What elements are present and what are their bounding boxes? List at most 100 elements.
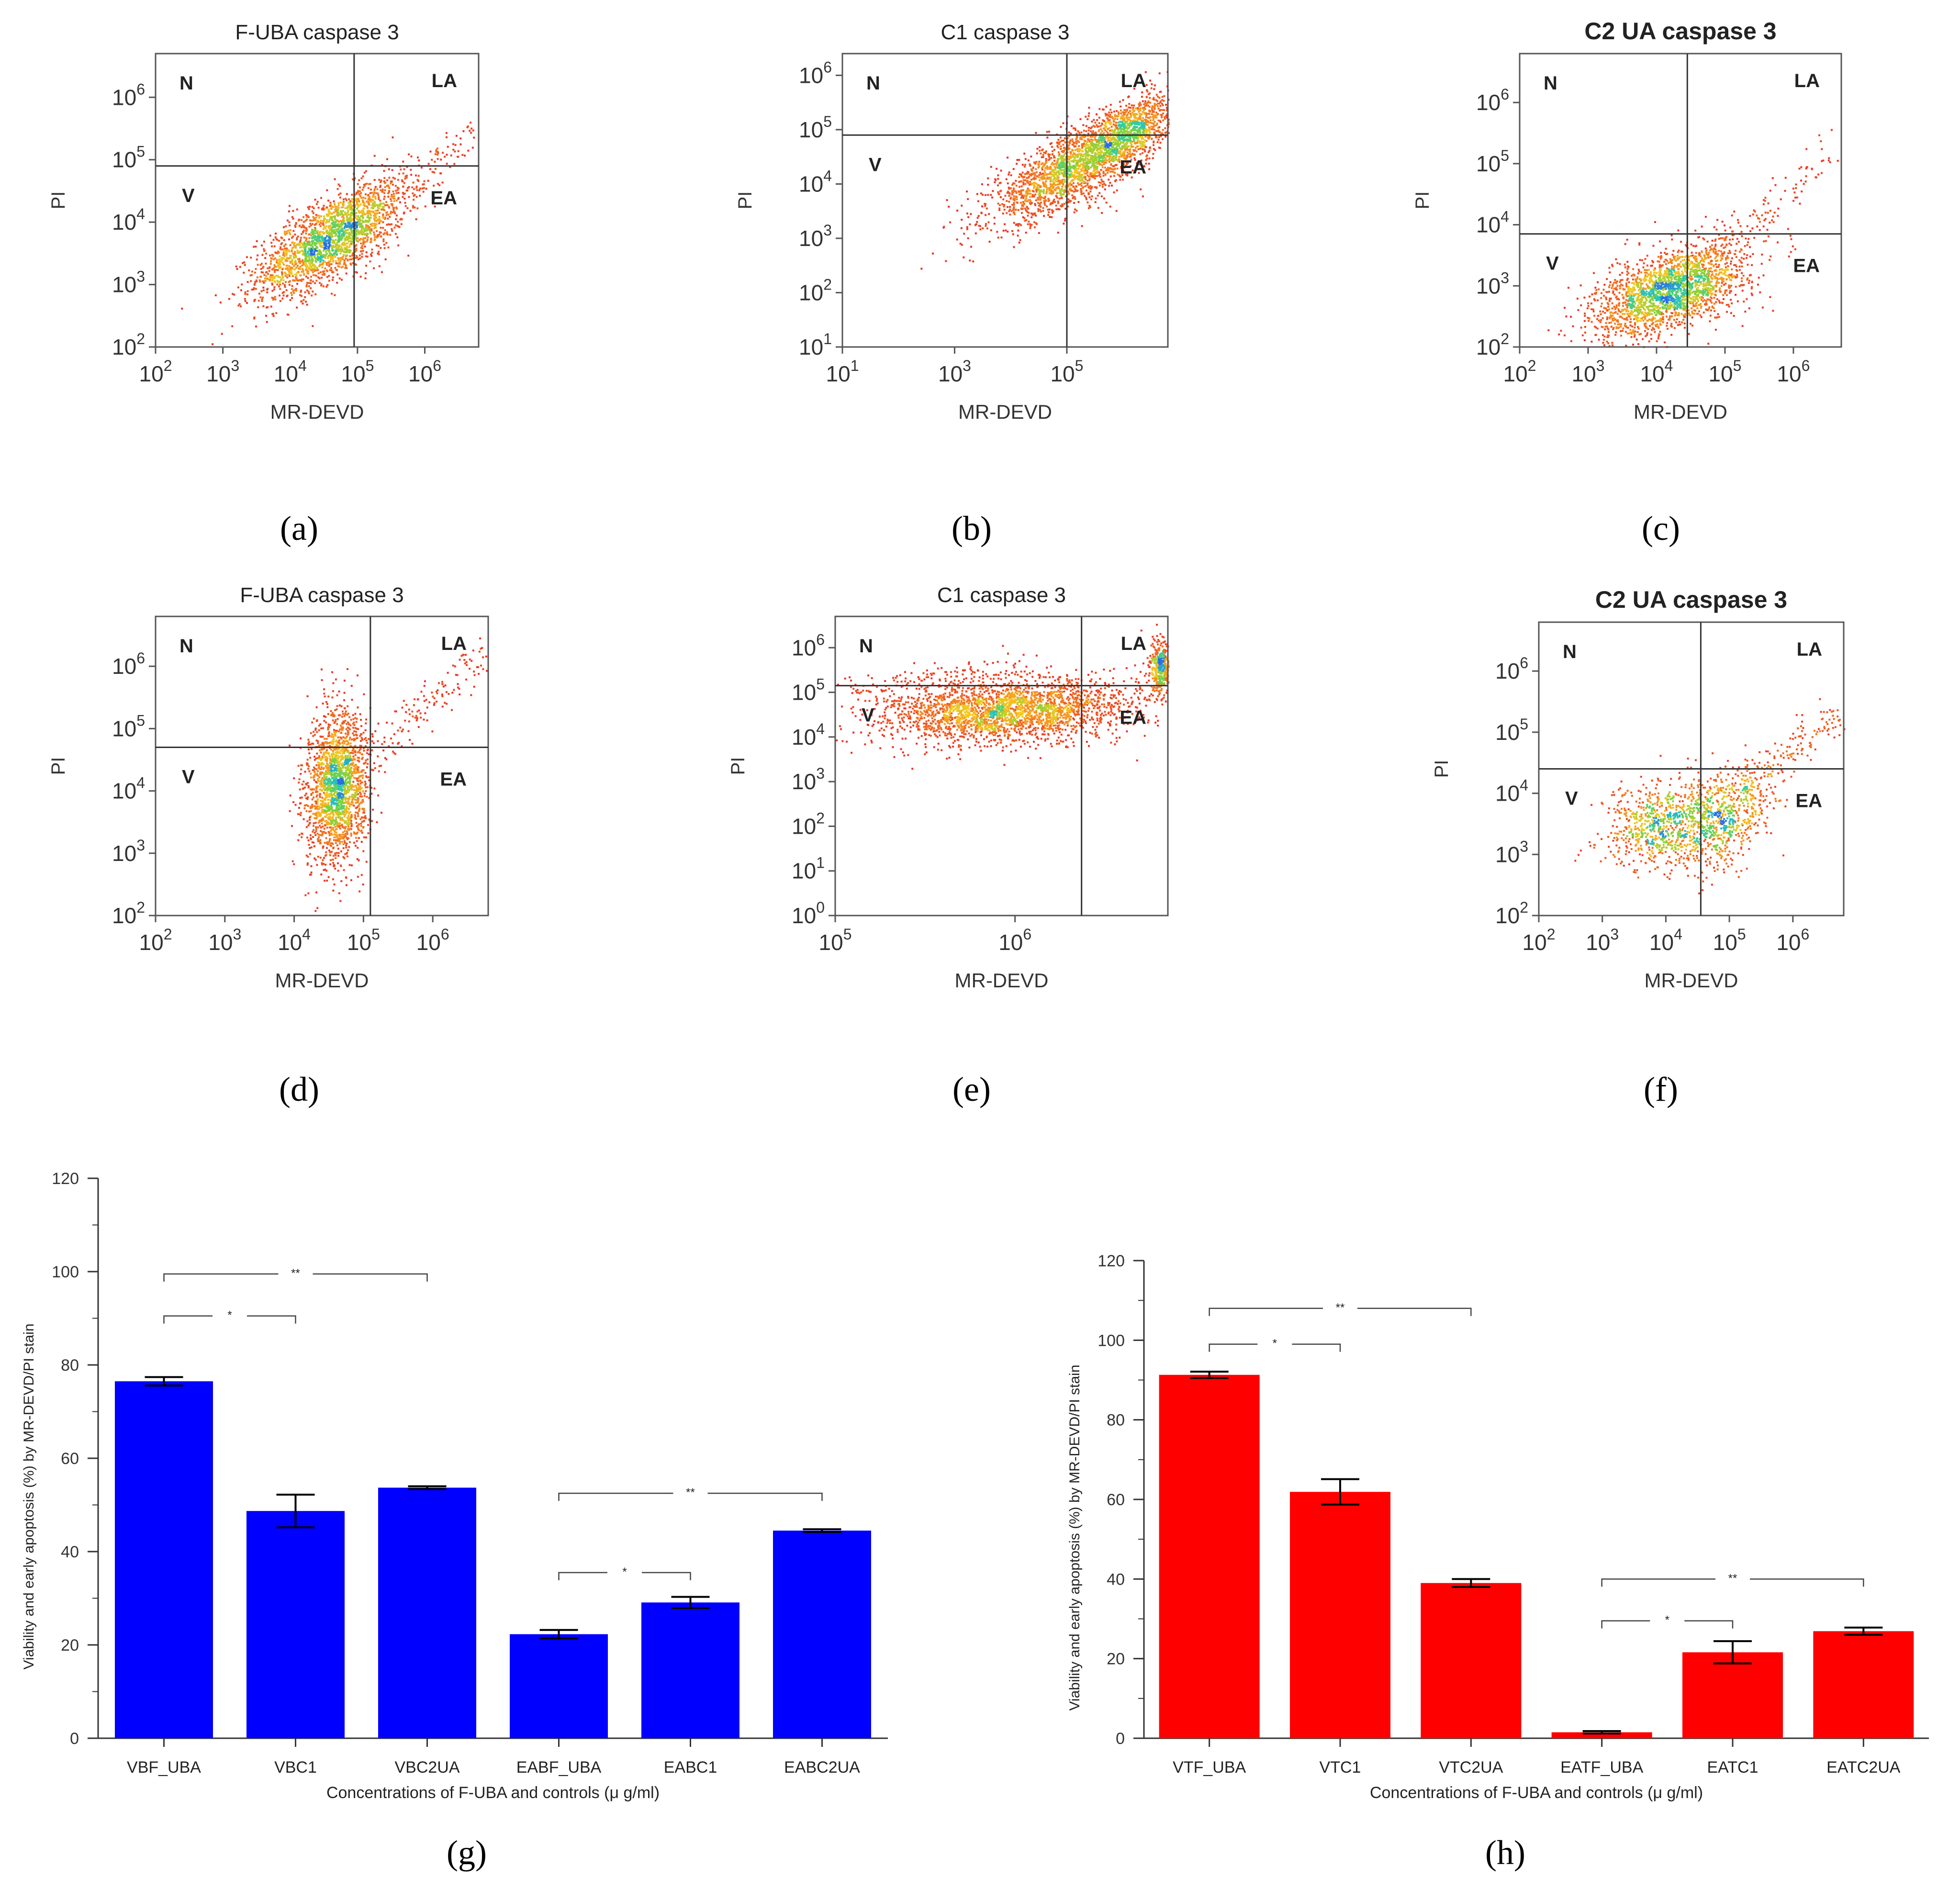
scatter-point bbox=[976, 193, 978, 195]
scatter-point bbox=[1110, 176, 1112, 178]
scatter-point bbox=[1048, 131, 1050, 133]
scatter-point bbox=[1164, 127, 1166, 129]
scatter-point bbox=[1084, 145, 1086, 147]
scatter-point bbox=[966, 226, 968, 228]
scatter-point bbox=[369, 196, 370, 198]
scatter-point bbox=[1007, 156, 1008, 158]
scatter-point bbox=[328, 227, 330, 229]
scatter-point bbox=[1064, 141, 1066, 143]
scatter-point bbox=[349, 223, 351, 224]
scatter-point bbox=[1038, 232, 1040, 234]
y-tick-label: 104 bbox=[112, 205, 145, 235]
scatter-point bbox=[1086, 143, 1087, 145]
scatter-point bbox=[1056, 178, 1058, 179]
scatter-point bbox=[1036, 148, 1038, 150]
scatter-point bbox=[1091, 143, 1093, 145]
scatter-point bbox=[263, 241, 265, 243]
scatter-point bbox=[359, 257, 361, 259]
scatter-point bbox=[308, 292, 310, 294]
scatter-point bbox=[1058, 143, 1060, 145]
scatter-point bbox=[1091, 195, 1093, 197]
scatter-point bbox=[1050, 183, 1052, 185]
scatter-point bbox=[215, 294, 217, 296]
scatter-point bbox=[346, 193, 348, 195]
scatter-point bbox=[1086, 184, 1088, 186]
scatter-point bbox=[262, 305, 264, 307]
scatter-point bbox=[1101, 130, 1103, 132]
scatter-point bbox=[1026, 181, 1028, 183]
scatter-point bbox=[1149, 157, 1151, 159]
scatter-point bbox=[1061, 189, 1063, 190]
scatter-point bbox=[454, 151, 456, 153]
scatter-point bbox=[338, 237, 340, 239]
scatter-point bbox=[363, 203, 365, 205]
scatter-point bbox=[1098, 117, 1100, 119]
scatter-point bbox=[1030, 216, 1032, 218]
scatter-point bbox=[351, 225, 353, 227]
scatter-point bbox=[302, 232, 304, 234]
scatter-point bbox=[1015, 180, 1017, 182]
scatter-point bbox=[1044, 204, 1046, 206]
scatter-point bbox=[1149, 102, 1151, 104]
scatter-point bbox=[1120, 110, 1122, 112]
scatter-point bbox=[1060, 205, 1062, 207]
scatter-point bbox=[1013, 198, 1015, 200]
scatter-point bbox=[1051, 163, 1053, 165]
scatter-point bbox=[1013, 189, 1015, 191]
scatter-point bbox=[324, 239, 326, 241]
scatter-point bbox=[294, 260, 296, 262]
scatter-point bbox=[336, 269, 337, 271]
scatter-point bbox=[1016, 192, 1018, 194]
scatter-point bbox=[1100, 154, 1102, 156]
scatter-point bbox=[281, 271, 283, 273]
scatter-point bbox=[1148, 163, 1150, 165]
scatter-point bbox=[1055, 184, 1057, 186]
scatter-point bbox=[402, 186, 404, 188]
scatter-point bbox=[404, 193, 406, 195]
scatter-point bbox=[1129, 150, 1131, 152]
scatter-point bbox=[1117, 118, 1119, 120]
scatter-point bbox=[359, 220, 361, 222]
scatter-point bbox=[335, 246, 336, 247]
scatter-point bbox=[1085, 166, 1087, 168]
scatter-point bbox=[348, 252, 350, 254]
scatter-point bbox=[348, 228, 350, 230]
scatter-point bbox=[1027, 190, 1029, 192]
scatter-point bbox=[1058, 174, 1060, 176]
scatter-point bbox=[305, 276, 307, 278]
scatter-point bbox=[385, 258, 387, 260]
scatter-point bbox=[374, 202, 376, 204]
scatter-point bbox=[385, 212, 387, 214]
scatter-point bbox=[1071, 172, 1073, 174]
scatter-point bbox=[1018, 223, 1019, 225]
scatter-point bbox=[341, 279, 343, 281]
scatter-point bbox=[1056, 171, 1058, 173]
scatter-point bbox=[1125, 105, 1127, 107]
scatter-point bbox=[423, 187, 425, 189]
scatter-point bbox=[368, 187, 370, 189]
scatter-point bbox=[458, 150, 459, 152]
scatter-point bbox=[1099, 163, 1101, 165]
scatter-point bbox=[1124, 127, 1126, 129]
scatter-point bbox=[243, 272, 245, 274]
scatter-point bbox=[1088, 148, 1090, 150]
scatter-point bbox=[1085, 130, 1087, 132]
scatter-point bbox=[407, 187, 409, 189]
scatter-point bbox=[446, 136, 448, 138]
scatter-point bbox=[1131, 130, 1132, 132]
scatter-point bbox=[1075, 170, 1077, 172]
scatter-point bbox=[997, 174, 999, 176]
scatter-point bbox=[370, 241, 372, 243]
scatter-point bbox=[1050, 177, 1052, 179]
scatter-point bbox=[1046, 205, 1048, 207]
scatter-point bbox=[1022, 182, 1024, 184]
scatter-point bbox=[290, 244, 291, 246]
scatter-point bbox=[1046, 131, 1048, 133]
scatter-point bbox=[1062, 163, 1064, 165]
scatter-point bbox=[1059, 168, 1061, 169]
scatter-point bbox=[395, 218, 397, 220]
scatter-point bbox=[405, 205, 407, 207]
scatter-point bbox=[1056, 197, 1058, 199]
scatter-point bbox=[246, 256, 248, 258]
scatter-point bbox=[263, 280, 265, 282]
